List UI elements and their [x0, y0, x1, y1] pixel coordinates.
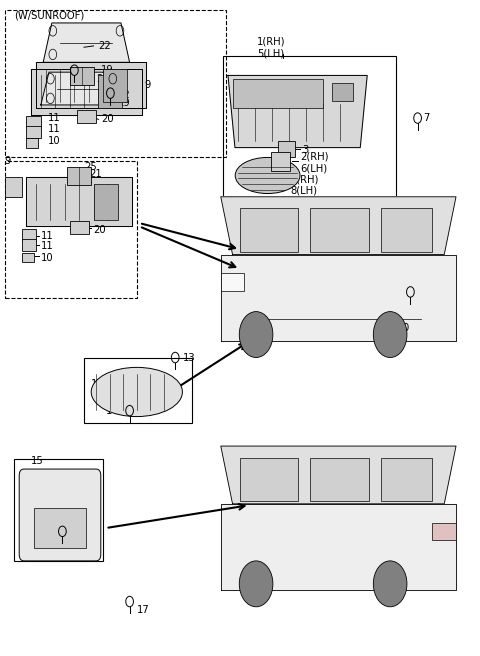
Text: 13: 13: [182, 352, 195, 363]
Text: 19: 19: [101, 65, 114, 75]
Bar: [332, 83, 353, 100]
Bar: [221, 274, 244, 291]
Bar: [70, 67, 94, 85]
Text: 22: 22: [98, 41, 111, 51]
Bar: [233, 79, 324, 108]
Text: 11: 11: [48, 113, 61, 123]
Text: 14: 14: [106, 406, 118, 417]
Bar: [22, 229, 36, 241]
Bar: [240, 458, 299, 501]
Polygon shape: [221, 446, 456, 504]
Text: 4(RH)
8(LH): 4(RH) 8(LH): [290, 174, 319, 195]
Polygon shape: [221, 504, 456, 590]
Bar: [22, 239, 36, 251]
Bar: [310, 458, 369, 501]
Text: 20: 20: [101, 114, 113, 125]
Bar: [432, 523, 456, 540]
Text: 15: 15: [31, 455, 44, 466]
Bar: [94, 184, 118, 220]
Text: 11: 11: [41, 241, 54, 251]
Bar: [22, 253, 34, 262]
Bar: [278, 141, 295, 157]
Circle shape: [373, 561, 407, 607]
Text: 10: 10: [41, 253, 53, 263]
Polygon shape: [36, 62, 146, 108]
Bar: [381, 209, 432, 252]
Polygon shape: [43, 23, 130, 62]
Text: 2(RH)
6(LH): 2(RH) 6(LH): [300, 152, 328, 173]
Polygon shape: [221, 197, 456, 255]
Text: 19: 19: [118, 98, 131, 108]
Bar: [26, 116, 41, 128]
Bar: [240, 209, 299, 252]
Bar: [271, 152, 290, 171]
Text: 21: 21: [96, 73, 109, 84]
Bar: [77, 110, 96, 123]
Polygon shape: [221, 255, 456, 341]
Text: 16: 16: [46, 482, 59, 492]
Text: 23: 23: [98, 90, 111, 100]
Bar: [84, 358, 192, 423]
Bar: [310, 209, 369, 252]
Circle shape: [239, 312, 273, 358]
Text: (W/SUNROOF): (W/SUNROOF): [14, 10, 84, 20]
Bar: [5, 10, 226, 157]
Bar: [26, 126, 41, 138]
FancyBboxPatch shape: [19, 469, 101, 561]
Polygon shape: [26, 177, 132, 226]
Polygon shape: [31, 69, 142, 115]
Bar: [223, 56, 396, 207]
Text: 11: 11: [41, 231, 54, 241]
Text: 20: 20: [94, 224, 106, 235]
Circle shape: [239, 561, 273, 607]
Text: 25: 25: [84, 162, 97, 173]
Text: 17: 17: [137, 605, 150, 615]
Text: 1(RH)
5(LH): 1(RH) 5(LH): [257, 37, 286, 58]
Text: 7: 7: [423, 113, 430, 123]
Bar: [5, 161, 137, 298]
Text: 10: 10: [48, 136, 60, 146]
Text: 11: 11: [48, 124, 61, 134]
Ellipse shape: [91, 367, 182, 417]
Polygon shape: [41, 72, 122, 105]
Text: 6130: 6130: [384, 323, 409, 333]
Polygon shape: [228, 75, 367, 148]
Bar: [26, 138, 38, 148]
Text: 3: 3: [302, 144, 309, 155]
Bar: [14, 459, 103, 561]
Bar: [381, 458, 432, 501]
Bar: [103, 69, 127, 102]
Text: 9: 9: [144, 80, 150, 91]
Bar: [67, 167, 91, 185]
Text: 12: 12: [91, 379, 104, 389]
Circle shape: [373, 312, 407, 358]
Text: 22: 22: [118, 90, 131, 100]
Text: 21: 21: [89, 169, 102, 179]
Bar: [34, 508, 86, 548]
Text: 9: 9: [5, 155, 11, 166]
Bar: [98, 75, 122, 108]
Text: 18: 18: [48, 528, 60, 539]
Ellipse shape: [235, 157, 300, 194]
Bar: [5, 177, 22, 197]
Text: 24: 24: [5, 178, 17, 189]
Bar: [70, 221, 89, 234]
